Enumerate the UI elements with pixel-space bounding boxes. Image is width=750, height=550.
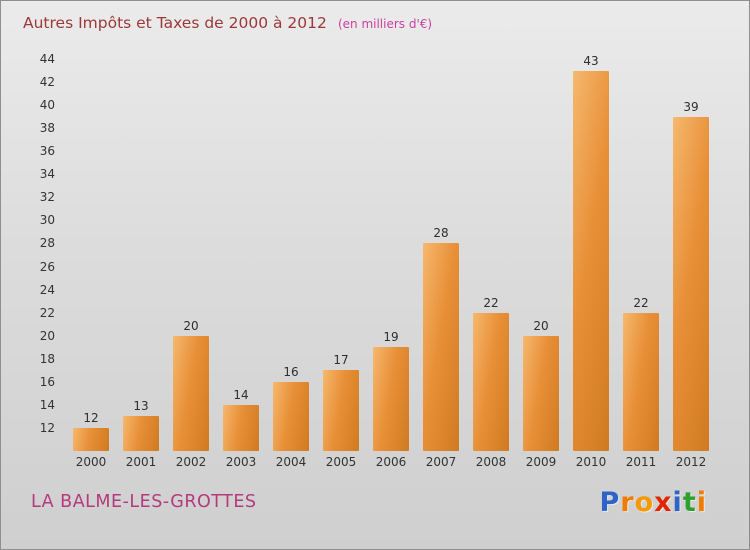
bar bbox=[623, 312, 659, 451]
bar-value-label: 17 bbox=[333, 353, 349, 368]
y-axis-label: 30 bbox=[39, 213, 55, 228]
bar bbox=[573, 70, 609, 451]
bar-value-label: 20 bbox=[533, 318, 549, 333]
y-axis-label: 40 bbox=[39, 98, 55, 113]
bar-slot: 28 bbox=[416, 59, 466, 451]
logo-letter: r bbox=[620, 487, 635, 518]
x-axis-label: 2007 bbox=[425, 455, 457, 469]
bar-value-label: 12 bbox=[83, 410, 99, 425]
y-axis-label: 24 bbox=[39, 282, 55, 297]
y-axis-label: 12 bbox=[39, 420, 55, 435]
bar-slot: 17 bbox=[316, 59, 366, 451]
y-axis-label: 16 bbox=[39, 374, 55, 389]
bar bbox=[223, 404, 259, 451]
chart-subtitle: (en milliers d'€) bbox=[337, 17, 433, 31]
logo-letter: i bbox=[696, 487, 707, 518]
plot-area: 12 13 20 14 16 17 19 28 22 20 43 22 39 bbox=[66, 54, 716, 451]
y-axis-label: 28 bbox=[39, 236, 55, 251]
bar bbox=[523, 335, 559, 451]
logo-letter: i bbox=[672, 487, 683, 518]
bar bbox=[473, 312, 509, 451]
bar-slot: 39 bbox=[666, 59, 716, 451]
x-axis-label: 2011 bbox=[625, 455, 657, 469]
bar-slot: 43 bbox=[566, 54, 616, 451]
x-axis-label: 2006 bbox=[375, 455, 407, 469]
x-axis-label: 2009 bbox=[525, 455, 557, 469]
y-axis-label: 36 bbox=[39, 144, 55, 159]
logo-letter: x bbox=[654, 487, 673, 518]
bar-value-label: 43 bbox=[583, 53, 599, 68]
bar-value-label: 16 bbox=[283, 364, 299, 379]
bar bbox=[673, 116, 709, 451]
bar-value-label: 22 bbox=[483, 295, 499, 310]
logo-letter: t bbox=[682, 487, 697, 518]
bar bbox=[273, 381, 309, 451]
x-axis-label: 2012 bbox=[675, 455, 707, 469]
x-axis: 2000 2001 2002 2003 2004 2005 2006 2007 2008 2009… bbox=[66, 455, 716, 473]
bar-value-label: 14 bbox=[233, 387, 249, 402]
bar-value-label: 13 bbox=[133, 399, 149, 414]
y-axis-label: 34 bbox=[39, 167, 55, 182]
proxiti-logo: Proxiti bbox=[599, 487, 707, 518]
bar-slot: 14 bbox=[216, 59, 266, 451]
bar-slot: 22 bbox=[466, 59, 516, 451]
y-axis-label: 32 bbox=[39, 190, 55, 205]
x-axis-label: 2004 bbox=[275, 455, 307, 469]
x-axis-label: 2000 bbox=[75, 455, 107, 469]
bar bbox=[373, 347, 409, 451]
y-axis: 12 14 16 18 20 22 24 26 28 30 32 34 36 38 40 42 44 bbox=[21, 52, 57, 451]
city-label: LA BALME-LES-GROTTES bbox=[31, 492, 257, 512]
bar-slot: 16 bbox=[266, 59, 316, 451]
bar-value-label: 20 bbox=[183, 318, 199, 333]
bar bbox=[173, 335, 209, 451]
y-axis-label: 42 bbox=[39, 75, 55, 90]
bar-value-label: 22 bbox=[633, 295, 649, 310]
bar-slot: 20 bbox=[516, 59, 566, 451]
y-axis-label: 22 bbox=[39, 305, 55, 320]
bar bbox=[423, 243, 459, 451]
bar-slot: 13 bbox=[116, 59, 166, 451]
y-axis-label: 20 bbox=[39, 328, 55, 343]
bar-slot: 12 bbox=[66, 59, 116, 451]
x-axis-label: 2001 bbox=[125, 455, 157, 469]
bar bbox=[323, 370, 359, 451]
y-axis-label: 44 bbox=[39, 52, 55, 66]
bar-value-label: 39 bbox=[683, 99, 699, 114]
chart-header: Autres Impôts et Taxes de 2000 à 2012 (e… bbox=[23, 13, 432, 32]
y-axis-label: 38 bbox=[39, 121, 55, 136]
bar-slot: 20 bbox=[166, 59, 216, 451]
bar-slot: 22 bbox=[616, 59, 666, 451]
logo-letter: P bbox=[599, 487, 621, 518]
y-axis-label: 26 bbox=[39, 259, 55, 274]
bar-slot: 19 bbox=[366, 59, 416, 451]
x-axis-label: 2003 bbox=[225, 455, 257, 469]
x-axis-label: 2010 bbox=[575, 455, 607, 469]
bar bbox=[123, 416, 159, 451]
bar bbox=[73, 427, 109, 451]
x-axis-label: 2005 bbox=[325, 455, 357, 469]
bar-value-label: 28 bbox=[433, 226, 449, 241]
logo-letter: o bbox=[634, 487, 655, 518]
x-axis-label: 2002 bbox=[175, 455, 207, 469]
y-axis-label: 14 bbox=[39, 397, 55, 412]
y-axis-label: 18 bbox=[39, 351, 55, 366]
chart-title: Autres Impôts et Taxes de 2000 à 2012 bbox=[23, 14, 327, 32]
bar-value-label: 19 bbox=[383, 330, 399, 345]
x-axis-label: 2008 bbox=[475, 455, 507, 469]
